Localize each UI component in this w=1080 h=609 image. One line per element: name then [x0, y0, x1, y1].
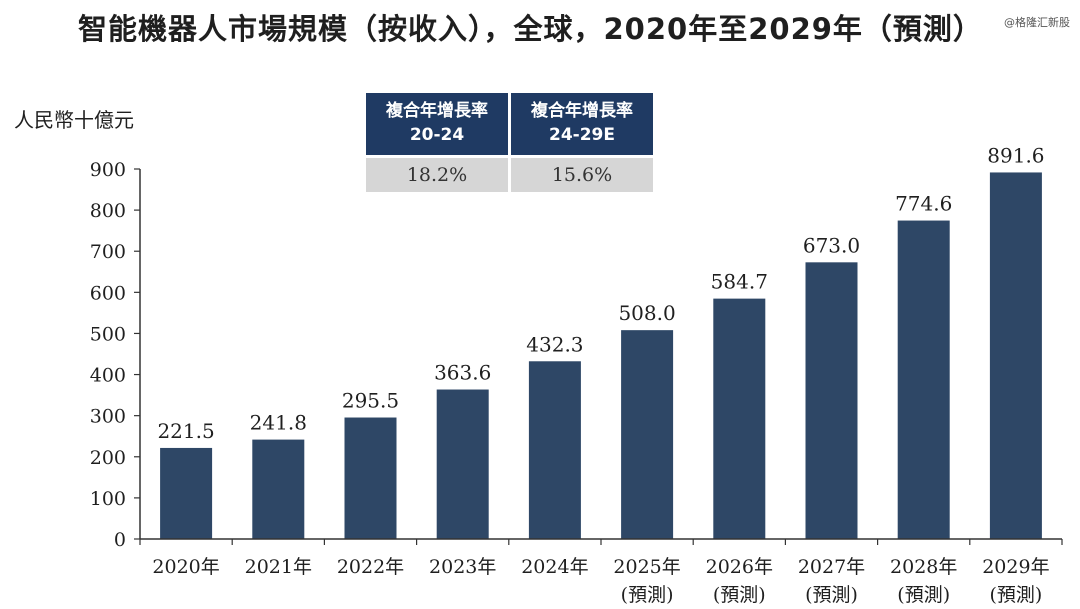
x-tick-label: 2024年	[521, 556, 588, 578]
cagr-header-label: 複合年增長率	[531, 101, 633, 121]
y-tick-label: 0	[114, 529, 126, 551]
bar	[621, 330, 674, 539]
x-tick-label: 2028年	[890, 556, 957, 578]
bars: 221.5 241.8 295.5 363.6 432.3 508.0 584.7 673.0…	[157, 143, 1045, 539]
bar	[528, 361, 581, 539]
bar-value-label: 584.7	[711, 270, 768, 294]
y-tick-label: 300	[90, 406, 126, 428]
y-tick-label: 900	[90, 159, 126, 181]
y-tick-label: 600	[90, 282, 126, 304]
cagr-header: 複合年增長率 20-24	[366, 93, 508, 155]
bar-value-label: 221.5	[157, 419, 214, 443]
cagr-column-2020-2024: 複合年增長率 20-24 18.2%	[366, 93, 508, 192]
x-tick-label: 2029年	[982, 556, 1049, 578]
bar-value-label: 673.0	[803, 233, 860, 257]
y-tick-label: 800	[90, 200, 126, 222]
bar	[897, 220, 950, 539]
cagr-header: 複合年增長率 24-29E	[511, 93, 653, 155]
cagr-header-period: 24-29E	[549, 125, 615, 145]
bar-value-label: 241.8	[250, 411, 307, 435]
watermark: @格隆汇新股	[1004, 16, 1070, 29]
x-tick-label: 2022年	[337, 556, 404, 578]
bar-value-label: 891.6	[987, 143, 1044, 167]
bar-value-label: 508.0	[618, 301, 675, 325]
x-tick-label: 2023年	[429, 556, 496, 578]
cagr-value: 15.6%	[511, 158, 653, 192]
bar-value-label: 432.3	[526, 332, 583, 356]
cagr-header-label: 複合年增長率	[386, 101, 488, 121]
x-tick-note: (預測)	[621, 584, 674, 606]
y-tick-label: 400	[90, 365, 126, 387]
cagr-value: 18.2%	[366, 158, 508, 192]
x-tick-note: (預測)	[989, 584, 1042, 606]
y-tick-label: 500	[90, 323, 126, 345]
y-tick-label: 700	[90, 241, 126, 263]
cagr-column-2024-2029: 複合年增長率 24-29E 15.6%	[511, 93, 653, 192]
bar	[805, 262, 858, 539]
x-tick-note: (預測)	[805, 584, 858, 606]
bar-value-label: 363.6	[434, 361, 491, 385]
x-tick-label: 2027年	[798, 556, 865, 578]
bar-value-label: 295.5	[342, 389, 399, 413]
bar-value-label: 774.6	[895, 192, 952, 216]
x-tick-label: 2021年	[245, 556, 312, 578]
bar	[252, 439, 305, 539]
bar	[713, 298, 766, 539]
x-tick-label: 2020年	[152, 556, 219, 578]
x-tick-label: 2026年	[706, 556, 773, 578]
bar	[436, 389, 489, 539]
chart-title: 智能機器人市場規模（按收入），全球，2020年至2029年（預測）	[78, 12, 983, 46]
y-tick-label: 100	[90, 488, 126, 510]
y-axis: 0 100 200 300 400 500 600 700 800 900	[90, 159, 141, 551]
y-axis-unit-label: 人民幣十億元	[14, 108, 134, 132]
x-tick-note: (預測)	[713, 584, 766, 606]
bar	[989, 172, 1042, 539]
cagr-header-period: 20-24	[409, 125, 465, 145]
bar	[344, 417, 397, 539]
x-tick-note: (預測)	[897, 584, 950, 606]
bar	[160, 447, 213, 539]
y-tick-label: 200	[90, 447, 126, 469]
x-axis: 2020年 2021年 2022年 2023年 2024年 2025年 (預測) 2026年 (…	[139, 538, 1063, 606]
x-tick-label: 2025年	[613, 556, 680, 578]
